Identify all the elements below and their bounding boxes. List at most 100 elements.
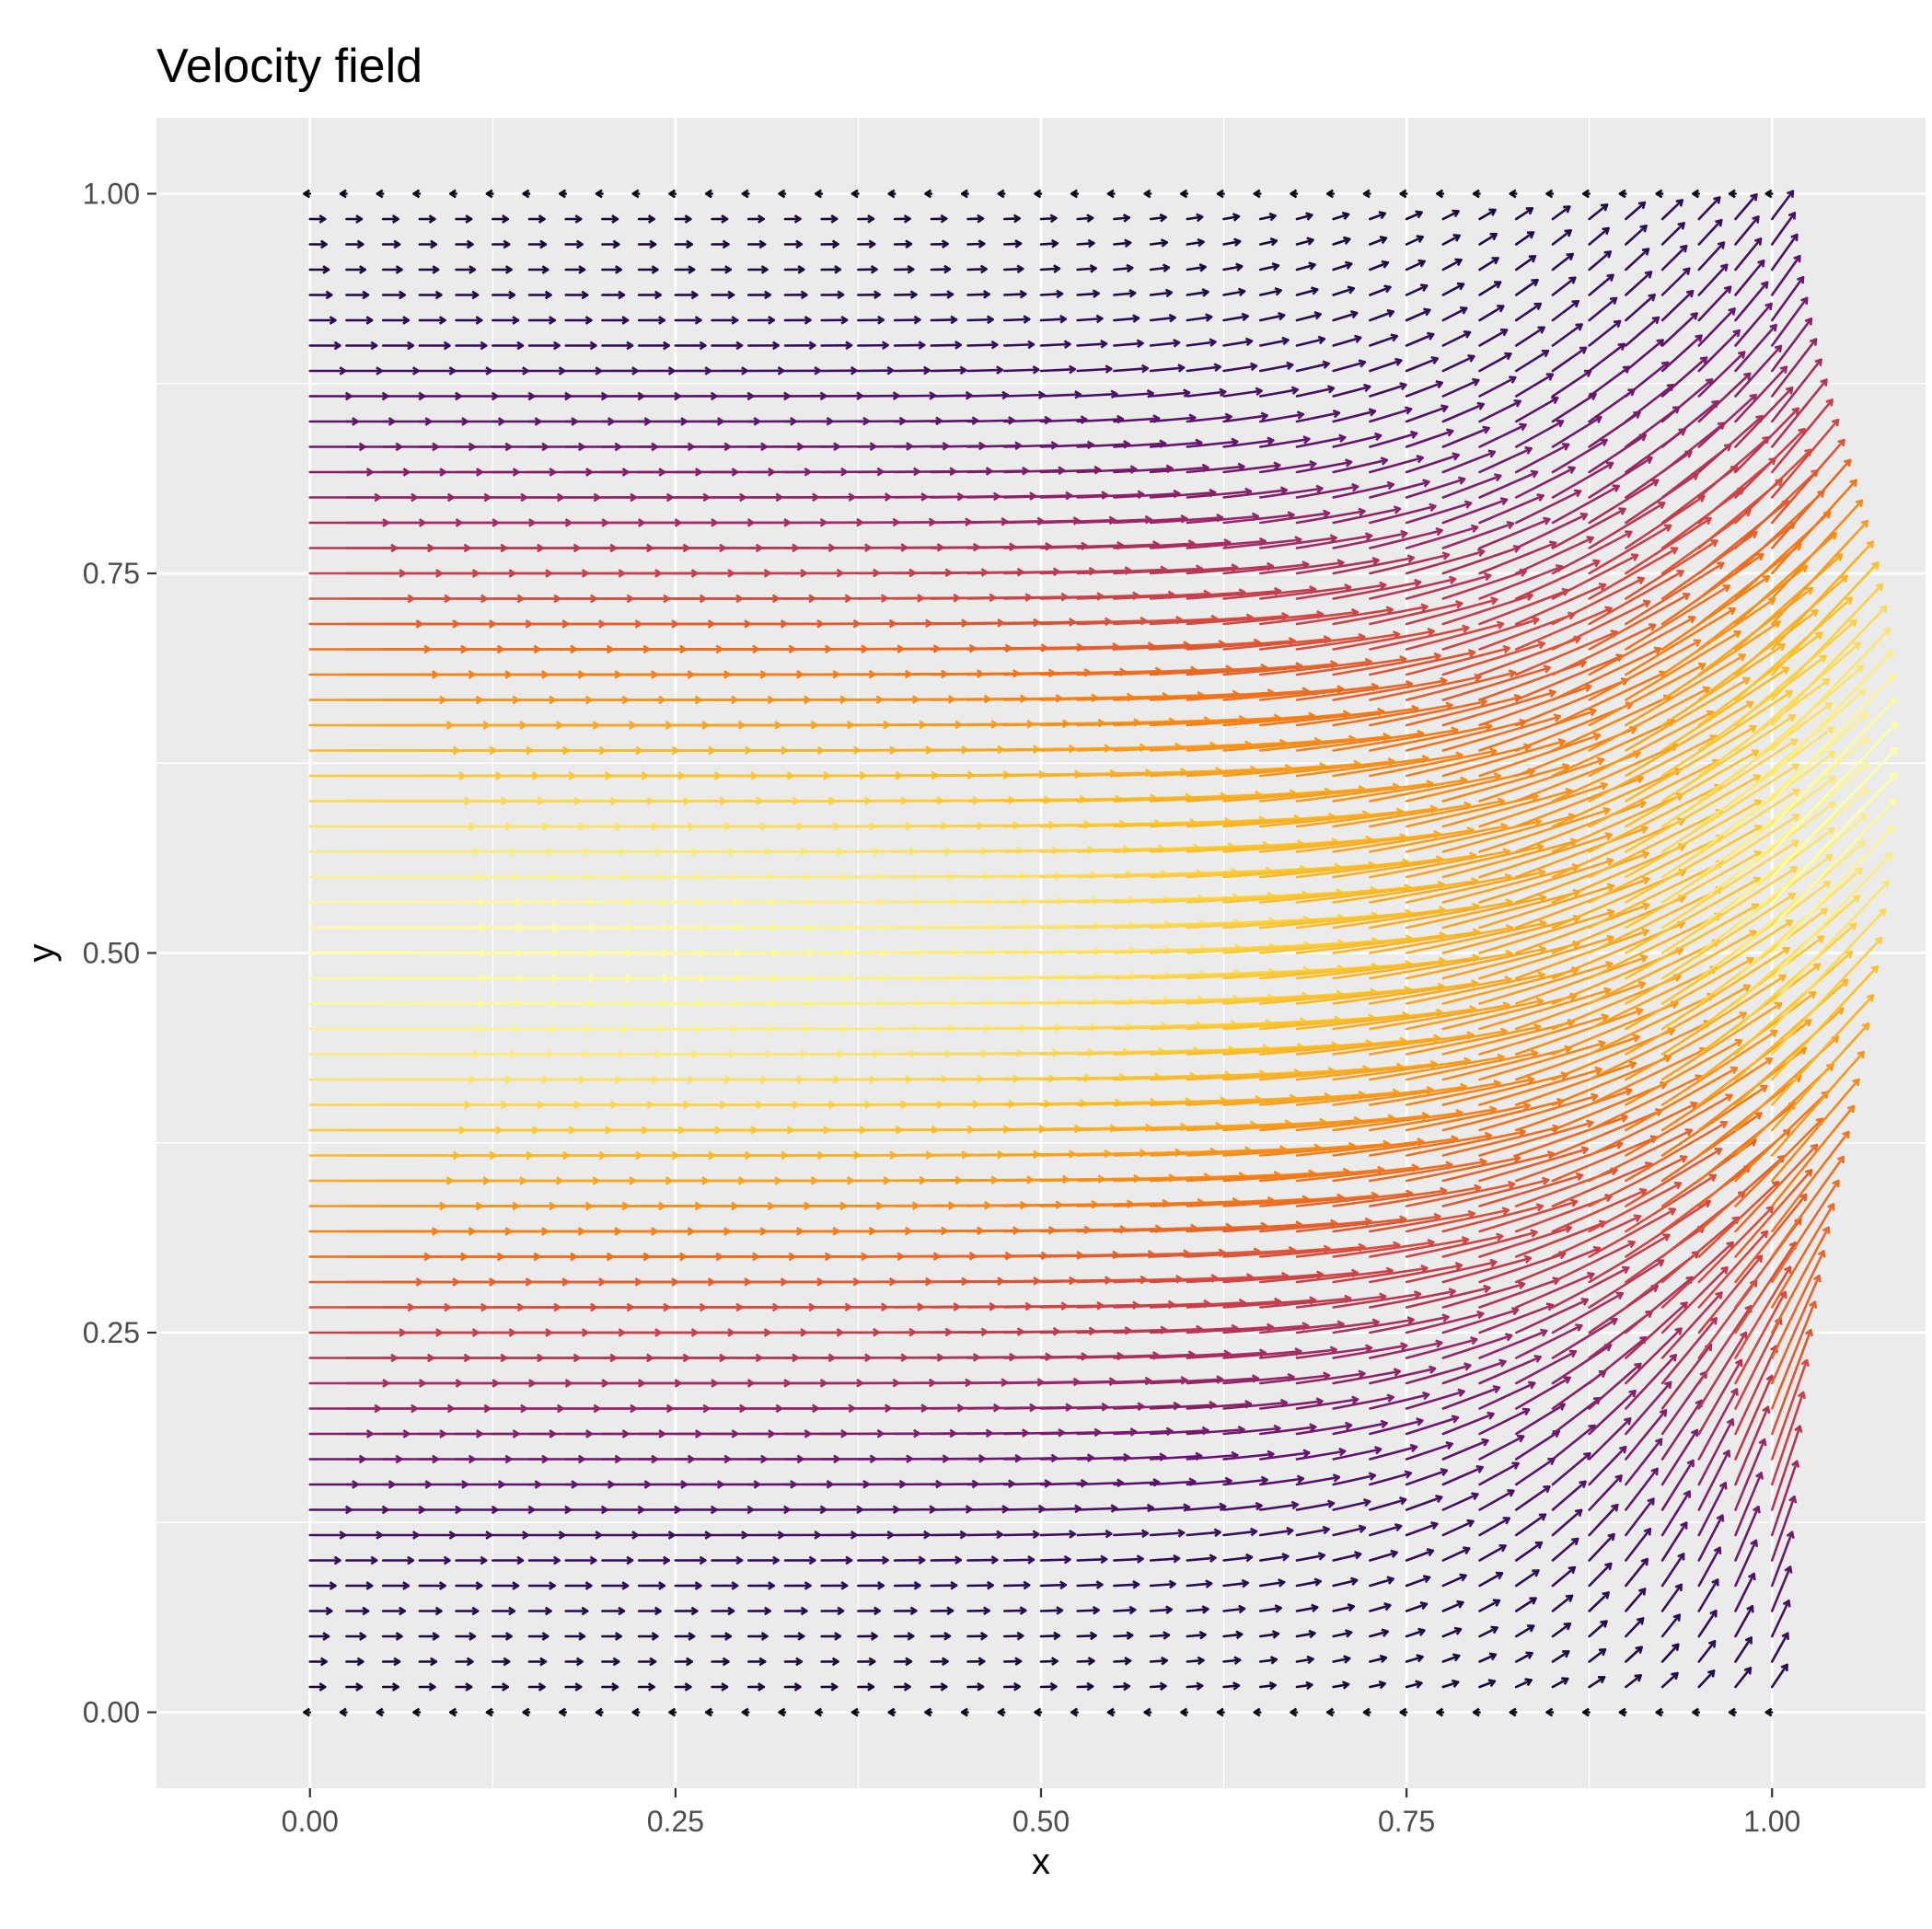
velocity-arrow <box>1697 1514 1725 1562</box>
velocity-arrow <box>1770 852 1892 980</box>
velocity-arrow <box>1290 1707 1299 1717</box>
velocity-arrow <box>747 1657 767 1667</box>
velocity-arrow <box>1222 1656 1242 1666</box>
velocity-arrow <box>1728 1707 1737 1717</box>
velocity-arrow <box>1697 1640 1717 1663</box>
velocity-arrow <box>601 1555 634 1565</box>
velocity-arrow <box>559 1707 568 1717</box>
velocity-arrow <box>1478 1328 1548 1359</box>
velocity-arrow <box>1436 1707 1445 1717</box>
velocity-arrow <box>1734 922 1857 1031</box>
velocity-arrow <box>601 1657 620 1667</box>
velocity-arrow <box>1618 1707 1627 1717</box>
velocity-arrow <box>1149 1681 1167 1692</box>
velocity-arrow <box>1186 1528 1221 1538</box>
velocity-arrow <box>1660 763 1799 853</box>
velocity-arrow <box>1770 697 1898 828</box>
velocity-arrow <box>418 1632 440 1641</box>
velocity-arrow <box>1258 1397 1324 1410</box>
velocity-arrow <box>1441 1464 1484 1486</box>
velocity-arrow <box>857 1657 876 1667</box>
x-tick-label: 0.75 <box>1378 1805 1435 1838</box>
velocity-arrow <box>1478 1198 1579 1233</box>
velocity-arrow <box>1660 1583 1683 1612</box>
velocity-arrow <box>930 1530 967 1540</box>
velocity-arrow <box>1441 1492 1479 1511</box>
velocity-arrow <box>857 1606 881 1616</box>
velocity-arrow <box>564 1581 593 1590</box>
velocity-arrow <box>1551 1240 1636 1284</box>
velocity-arrow <box>1258 1553 1290 1562</box>
velocity-arrow <box>1734 1169 1813 1258</box>
velocity-arrow <box>492 1657 511 1667</box>
velocity-arrow <box>1295 1552 1326 1562</box>
velocity-arrow <box>564 1657 584 1667</box>
velocity-arrow <box>1660 1112 1763 1183</box>
velocity-arrow <box>1588 1390 1637 1436</box>
velocity-arrow <box>1551 1451 1591 1486</box>
arrow-field <box>303 189 1899 1717</box>
velocity-arrow <box>1149 1579 1176 1589</box>
velocity-arrow <box>1369 1602 1392 1612</box>
velocity-arrow <box>1039 1681 1058 1692</box>
velocity-arrow <box>820 1606 845 1616</box>
velocity-arrow <box>1770 798 1897 930</box>
velocity-arrow <box>930 1606 954 1616</box>
velocity-arrow <box>1514 1297 1589 1334</box>
velocity-arrow <box>893 1682 911 1692</box>
velocity-arrow <box>1770 1050 1865 1157</box>
velocity-arrow <box>1405 1548 1435 1562</box>
velocity-arrow <box>1770 1179 1840 1284</box>
velocity-arrow <box>1478 1517 1510 1537</box>
velocity-arrow <box>1326 1707 1335 1717</box>
velocity-arrow <box>631 1707 641 1717</box>
velocity-arrow <box>1697 1331 1748 1410</box>
velocity-arrow <box>1441 1546 1471 1562</box>
velocity-arrow <box>1369 1339 1443 1359</box>
y-tick-label: 0.25 <box>83 1316 140 1349</box>
velocity-arrow <box>1478 1066 1602 1106</box>
velocity-arrow <box>485 1707 494 1717</box>
velocity-arrow <box>1770 1632 1789 1663</box>
velocity-arrow <box>1697 1482 1728 1537</box>
velocity-arrow <box>1625 1011 1747 1081</box>
velocity-arrow <box>1660 1521 1688 1562</box>
velocity-arrow <box>1734 895 1861 1005</box>
velocity-arrow <box>1545 1707 1555 1717</box>
velocity-arrow <box>637 1581 665 1590</box>
velocity-arrow <box>637 1555 670 1565</box>
velocity-arrow <box>1332 1445 1382 1461</box>
velocity-arrow <box>1588 1620 1608 1638</box>
velocity-arrow <box>345 1632 366 1641</box>
velocity-arrow <box>381 1530 420 1540</box>
velocity-arrow <box>1697 1254 1764 1334</box>
velocity-arrow <box>1770 908 1887 1031</box>
velocity-arrow <box>1369 1522 1403 1537</box>
velocity-arrow <box>1660 1084 1768 1157</box>
velocity-arrow <box>1441 1626 1463 1638</box>
velocity-arrow <box>1478 1039 1606 1081</box>
velocity-arrow <box>1295 1655 1314 1665</box>
velocity-arrow <box>1332 1419 1388 1436</box>
velocity-arrow <box>747 1682 765 1692</box>
velocity-arrow <box>1660 1553 1685 1588</box>
velocity-arrow <box>1478 1172 1584 1207</box>
velocity-arrow <box>637 1682 655 1692</box>
velocity-arrow <box>1258 1578 1286 1588</box>
velocity-arrow <box>1770 1022 1870 1132</box>
velocity-arrow <box>1405 1415 1460 1436</box>
velocity-arrow <box>1186 1579 1213 1588</box>
velocity-arrow <box>1770 994 1875 1106</box>
velocity-arrow <box>1222 1527 1258 1537</box>
velocity-arrow <box>747 1581 776 1590</box>
velocity-arrow <box>1660 1029 1778 1106</box>
velocity-arrow <box>1770 1460 1800 1537</box>
velocity-arrow <box>381 1555 415 1565</box>
velocity-arrow <box>1625 1354 1677 1410</box>
velocity-arrow <box>1770 1130 1850 1233</box>
velocity-arrow <box>1258 1681 1277 1691</box>
velocity-arrow <box>1405 1049 1539 1081</box>
velocity-arrow <box>783 1530 822 1540</box>
velocity-arrow <box>747 1530 785 1540</box>
velocity-arrow <box>1332 1524 1367 1537</box>
